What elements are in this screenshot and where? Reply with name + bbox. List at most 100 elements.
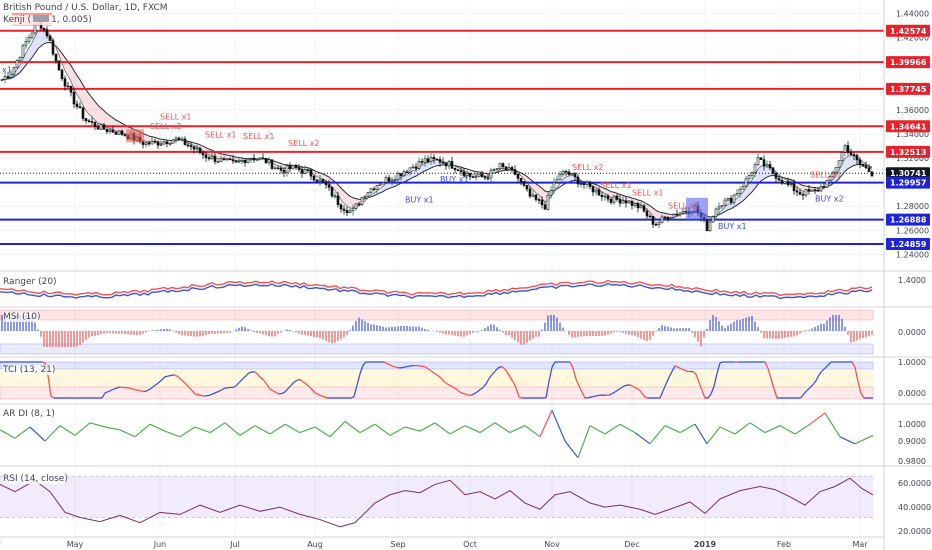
tci-line-segment bbox=[299, 378, 304, 383]
ardi-line-segment bbox=[479, 422, 496, 434]
candle-body bbox=[807, 189, 811, 192]
candle-body bbox=[354, 203, 358, 209]
candle-body bbox=[270, 159, 274, 169]
candle-body bbox=[399, 173, 403, 177]
tci-line-segment bbox=[578, 385, 583, 393]
candle-body bbox=[87, 120, 91, 123]
indicator-name: Kenji ( bbox=[3, 15, 32, 25]
candle-body bbox=[432, 157, 436, 160]
candle-body bbox=[84, 118, 88, 122]
ardi-line-segment bbox=[809, 412, 826, 425]
ardi-line-segment bbox=[374, 423, 391, 436]
tci-line-segment bbox=[146, 388, 151, 392]
price-tag bbox=[886, 82, 930, 95]
ardi-line-segment bbox=[464, 425, 481, 434]
price-tick-label: 1.28000 bbox=[896, 202, 929, 211]
tci-line-segment bbox=[464, 393, 469, 396]
tci-line-segment bbox=[581, 391, 586, 399]
tci-line-segment bbox=[800, 393, 805, 399]
candle-body bbox=[336, 195, 340, 205]
tci-line-segment bbox=[167, 374, 172, 377]
ardi-line-segment bbox=[299, 426, 316, 434]
candle-body bbox=[597, 189, 601, 196]
tci-line-segment bbox=[113, 387, 118, 390]
tci-line-segment bbox=[497, 365, 502, 369]
tci-line-segment bbox=[815, 374, 820, 382]
pane-tick-label: 1.4000 bbox=[898, 276, 926, 285]
ma-band-segment bbox=[101, 107, 104, 126]
candle-body bbox=[144, 142, 148, 145]
candle-body bbox=[159, 143, 163, 146]
ardi-line-segment bbox=[209, 422, 226, 434]
candle-body bbox=[114, 132, 118, 135]
candle-body bbox=[18, 57, 22, 62]
tci-line-segment bbox=[851, 361, 856, 368]
price-tag bbox=[886, 24, 930, 37]
msi-pane-title: MSI (10) bbox=[3, 312, 41, 322]
ardi-line-segment bbox=[839, 436, 856, 445]
candle-body bbox=[867, 167, 871, 172]
tci-line-segment bbox=[269, 388, 274, 392]
candle-body bbox=[99, 124, 103, 130]
candle-body bbox=[162, 141, 166, 145]
candle-body bbox=[678, 212, 682, 216]
ma-band-segment bbox=[728, 203, 731, 210]
candle-body bbox=[723, 199, 727, 206]
candle-body bbox=[837, 160, 841, 168]
candle-body bbox=[429, 157, 433, 162]
ma-band-segment bbox=[842, 158, 845, 176]
tci-line-segment bbox=[248, 371, 253, 374]
time-tick-label: Nov bbox=[544, 540, 560, 549]
tci-line-segment bbox=[635, 387, 640, 391]
ma-band-segment bbox=[320, 172, 323, 180]
price-tag bbox=[886, 167, 930, 180]
ma-band-segment bbox=[347, 193, 350, 208]
tci-line-segment bbox=[296, 378, 301, 382]
candle-body bbox=[423, 158, 427, 163]
tci-line-segment bbox=[281, 391, 286, 395]
pane-tick-label: 1.0000 bbox=[898, 420, 926, 429]
ma-band-segment bbox=[425, 162, 428, 171]
candle-body bbox=[435, 158, 439, 161]
tci-line-segment bbox=[401, 366, 406, 369]
candle-body bbox=[558, 174, 562, 181]
signal-label: BUY x1 bbox=[440, 175, 469, 184]
tci-line-segment bbox=[812, 380, 817, 386]
candle-body bbox=[276, 167, 280, 170]
time-tick-label: 2019 bbox=[694, 540, 717, 549]
candle-body bbox=[594, 189, 598, 193]
ranger-pane-title: Ranger (20) bbox=[3, 277, 57, 287]
signal-label: SELL x1 bbox=[205, 131, 236, 140]
ardi-line-segment bbox=[824, 412, 841, 438]
price-tag-label: 1.37745 bbox=[890, 85, 927, 94]
candle-body bbox=[804, 189, 808, 196]
ma-band-segment bbox=[92, 97, 95, 121]
tci-line-segment bbox=[218, 389, 223, 392]
tci-line-segment bbox=[638, 389, 643, 394]
candle-body bbox=[339, 204, 343, 210]
tci-line-segment bbox=[260, 377, 265, 382]
tci-line-segment bbox=[317, 393, 322, 397]
candle-body bbox=[327, 184, 331, 188]
candle-body bbox=[606, 195, 610, 200]
candle-body bbox=[3, 76, 7, 80]
candle-body bbox=[495, 168, 499, 170]
candle-body bbox=[381, 182, 385, 185]
ma-band-segment bbox=[386, 182, 389, 190]
tci-line-segment bbox=[617, 387, 622, 391]
pane-tick-label: 0.0000 bbox=[898, 328, 926, 337]
pane-tick-label: 0.0000 bbox=[898, 389, 926, 398]
ma-band-segment bbox=[539, 185, 542, 199]
candle-body bbox=[765, 164, 769, 167]
candle-body bbox=[519, 178, 523, 182]
candle-body bbox=[477, 173, 481, 177]
time-tick-label: Sep bbox=[390, 540, 405, 549]
ma-band-segment bbox=[83, 84, 86, 111]
tci-line-segment bbox=[422, 365, 427, 368]
tci-line-segment bbox=[503, 367, 508, 373]
tci-line-segment bbox=[179, 377, 184, 382]
tci-line-segment bbox=[185, 383, 190, 388]
time-tick-label: Aug bbox=[307, 540, 323, 549]
